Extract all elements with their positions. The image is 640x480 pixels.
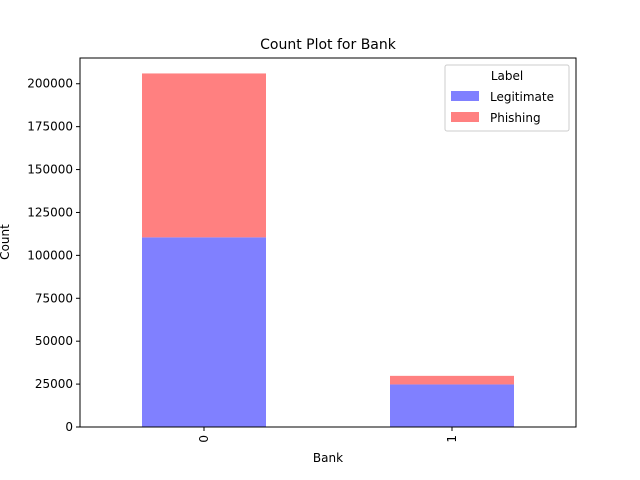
x-tick-label-1: 1 — [445, 435, 459, 443]
x-axis-label: Bank — [313, 451, 343, 465]
y-tick-label-175000: 175000 — [27, 120, 73, 134]
y-tick-label-25000: 25000 — [35, 377, 73, 391]
y-tick-label-0: 0 — [65, 420, 73, 434]
legend-label-phishing: Phishing — [490, 111, 541, 125]
y-tick-label-150000: 150000 — [27, 163, 73, 177]
chart-title: Count Plot for Bank — [260, 37, 397, 53]
bar-legitimate-0 — [142, 237, 266, 427]
legend-title: Label — [491, 69, 523, 83]
y-tick-label-50000: 50000 — [35, 334, 73, 348]
y-tick-label-75000: 75000 — [35, 291, 73, 305]
y-tick-label-100000: 100000 — [27, 248, 73, 262]
axes-frame — [79, 57, 577, 428]
plot-area: 0 1 0 25000 50000 75000 100000 125000 150000 1750… — [27, 73, 514, 443]
y-axis-label: Count — [0, 224, 12, 260]
y-tick-label-200000: 200000 — [27, 77, 73, 91]
legend-swatch-legitimate — [451, 91, 479, 101]
bar-phishing-0 — [142, 73, 266, 238]
legend-swatch-phishing — [451, 112, 479, 122]
legend-label-legitimate: Legitimate — [490, 90, 554, 104]
bar-legitimate-1 — [390, 384, 514, 427]
x-tick-label-0: 0 — [197, 435, 211, 443]
y-tick-label-125000: 125000 — [27, 205, 73, 219]
legend: Label Legitimate Phishing — [444, 64, 570, 132]
bar-phishing-1 — [390, 375, 514, 385]
